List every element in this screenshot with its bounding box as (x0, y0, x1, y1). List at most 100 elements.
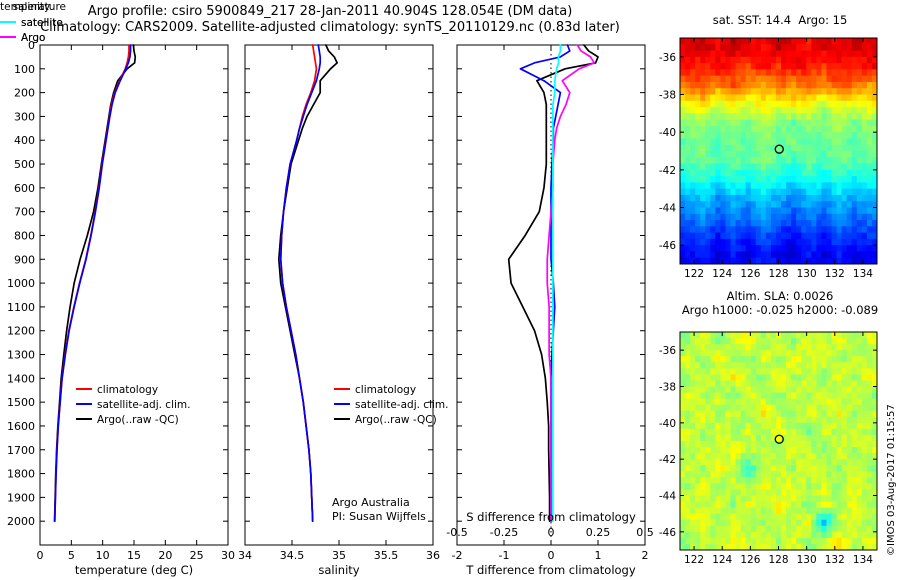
temperature-legend: climatology satellite-adj. clim. Argo(..… (76, 383, 190, 428)
svg-text:1700: 1700 (7, 444, 35, 457)
svg-text:1400: 1400 (7, 372, 35, 385)
svg-text:0.5: 0.5 (636, 526, 654, 539)
difference-legend-salinity-column: salinity satellite Argo (0, 0, 63, 46)
svg-text:S difference from climatology: S difference from climatology (466, 510, 636, 524)
svg-text:132: 132 (825, 554, 845, 566)
legend-item-argo-s: Argo (0, 31, 63, 46)
svg-text:1800: 1800 (7, 468, 35, 481)
svg-text:1100: 1100 (7, 301, 35, 314)
svg-text:-38: -38 (659, 90, 676, 102)
svg-text:salinity: salinity (318, 563, 359, 577)
difference-legend-temperature-column: temperature satellite Argo (0, 0, 66, 46)
svg-text:100: 100 (14, 63, 35, 76)
svg-text:500: 500 (14, 158, 35, 171)
svg-text:34.5: 34.5 (280, 549, 305, 562)
legend-label-satellite-t: satellite (21, 17, 63, 29)
salinity-legend: climatology satellite-adj. clim. Argo(..… (334, 383, 448, 428)
legend-label-argo-s: Argo (21, 32, 46, 44)
legend-item-argo: Argo(..raw -QC) (334, 413, 448, 428)
legend-item-argo: Argo(..raw -QC) (76, 413, 190, 428)
svg-text:128: 128 (768, 554, 788, 566)
legend-item-climatology: climatology (76, 383, 190, 398)
svg-text:-36: -36 (659, 345, 676, 357)
svg-text:-44: -44 (659, 203, 676, 215)
svg-text:30: 30 (221, 549, 235, 562)
legend-label-climatology: climatology (97, 384, 159, 396)
svg-text:20: 20 (158, 549, 172, 562)
svg-text:0: 0 (548, 526, 555, 539)
svg-text:34: 34 (238, 549, 252, 562)
svg-text:-40: -40 (659, 127, 676, 139)
sst-map-title: sat. SST: 14.4 Argo: 15 (712, 13, 848, 27)
svg-text:-46: -46 (659, 527, 676, 539)
svg-text:122: 122 (684, 554, 704, 566)
svg-text:200: 200 (14, 87, 35, 100)
svg-text:-42: -42 (659, 165, 676, 177)
svg-text:1500: 1500 (7, 396, 35, 409)
svg-text:130: 130 (797, 554, 817, 566)
figure-title-line1: Argo profile: csiro 5900849_217 28-Jan-2… (87, 4, 573, 19)
argo-s-line-swatch (0, 36, 16, 38)
sla-map: 122 124 126 128 130 132 134 -36 -38 -40 -42 -44 -46 (659, 331, 878, 566)
credit-line2: PI: Susan Wijffels (332, 510, 426, 523)
difference-profile: -2 -1 0 1 2 S difference from climatology -0.5… (446, 44, 654, 577)
svg-text:36: 36 (426, 549, 440, 562)
svg-text:25: 25 (190, 549, 204, 562)
svg-text:-40: -40 (659, 418, 676, 430)
legend-label-satellite-s: satellite (21, 17, 63, 29)
svg-text:-1: -1 (499, 549, 510, 562)
svg-text:126: 126 (740, 268, 760, 280)
svg-text:-46: -46 (659, 240, 676, 252)
svg-text:134: 134 (853, 554, 873, 566)
svg-text:400: 400 (14, 134, 35, 147)
legend-label-argo: Argo(..raw -QC) (355, 414, 437, 426)
figure-title-line2: Climatology: CARS2009. Satellite-adjuste… (40, 20, 620, 35)
sst-map: 122 124 126 128 130 132 134 -36 -38 -40 -42 -44 -46 (659, 37, 878, 280)
svg-text:T difference from climatology: T difference from climatology (465, 563, 636, 577)
legend-label-climatology: climatology (355, 384, 417, 396)
legend-item-satellite-clim: satellite-adj. clim. (76, 398, 190, 413)
credit-text: Argo Australia PI: Susan Wijffels (332, 496, 426, 524)
svg-text:0: 0 (37, 549, 44, 562)
svg-text:15: 15 (127, 549, 141, 562)
satellite-s-line-swatch (0, 21, 16, 23)
climatology-line-swatch (334, 388, 350, 390)
svg-text:124: 124 (712, 268, 732, 280)
credit-line1: Argo Australia (332, 496, 410, 509)
float-location-marker (774, 144, 784, 154)
argo-line-swatch (334, 418, 350, 420)
temperature-profile: 0 5 10 15 20 25 300100200300400500600700800900… (7, 39, 235, 577)
svg-text:35: 35 (332, 549, 346, 562)
svg-text:1: 1 (595, 549, 602, 562)
svg-text:1900: 1900 (7, 491, 35, 504)
svg-text:1600: 1600 (7, 420, 35, 433)
svg-text:0: 0 (28, 39, 35, 52)
legend-label-satellite-clim: satellite-adj. clim. (355, 399, 449, 411)
sla-map-title-line1: Altim. SLA: 0.0026 (726, 289, 834, 303)
satellite-clim-line-swatch (76, 403, 92, 405)
svg-text:temperature (deg C): temperature (deg C) (75, 563, 193, 577)
svg-text:2000: 2000 (7, 515, 35, 528)
svg-text:800: 800 (14, 229, 35, 242)
svg-text:-0.25: -0.25 (490, 526, 518, 539)
svg-text:-44: -44 (659, 491, 676, 503)
svg-text:1200: 1200 (7, 325, 35, 338)
legend-label-argo-t: Argo (21, 32, 46, 44)
legend-item-satellite-clim: satellite-adj. clim. (334, 398, 448, 413)
sla-map-title-line2: Argo h1000: -0.025 h2000: -0.089 (681, 303, 879, 317)
svg-text:-36: -36 (659, 52, 676, 64)
svg-text:1300: 1300 (7, 349, 35, 362)
argo-line-swatch (76, 418, 92, 420)
legend-header-temperature: temperature (0, 1, 66, 13)
salinity-profile: 34 34.5 35 35.5 36 salinity (238, 44, 440, 577)
svg-text:300: 300 (14, 110, 35, 123)
svg-text:600: 600 (14, 182, 35, 195)
svg-text:35.5: 35.5 (374, 549, 399, 562)
svg-text:124: 124 (712, 554, 732, 566)
svg-text:1000: 1000 (7, 277, 35, 290)
float-location-marker (774, 434, 784, 444)
imos-watermark: ©IMOS 03-Aug-2017 01:15:57 (886, 404, 897, 556)
svg-text:134: 134 (853, 268, 873, 280)
svg-text:2: 2 (642, 549, 649, 562)
